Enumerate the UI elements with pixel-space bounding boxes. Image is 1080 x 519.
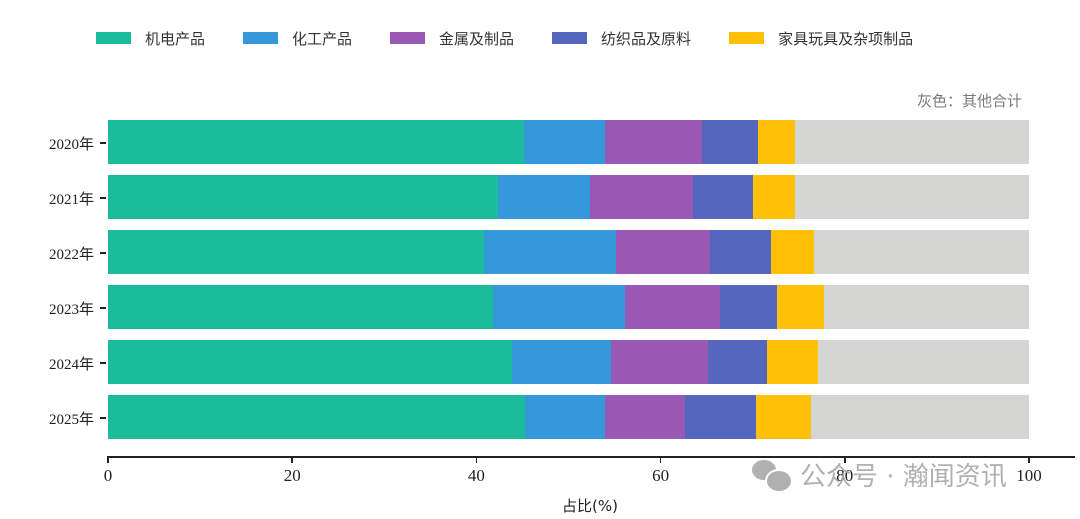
bar-row: [108, 120, 1029, 164]
bar-row: [108, 395, 1029, 439]
bar-segment: [756, 395, 811, 439]
bar-segment: [605, 395, 685, 439]
bar-segment: [605, 120, 703, 164]
legend-label: 化工产品: [292, 29, 353, 48]
legend-item: 金属及制品: [390, 28, 514, 49]
bar-segment: [710, 230, 772, 274]
x-tick-label: 60: [652, 466, 670, 485]
x-tick: [844, 456, 846, 463]
y-tick-label: 2025年: [48, 412, 94, 428]
y-tick-label: 2021年: [48, 192, 94, 208]
legend-swatch: [729, 32, 765, 44]
bar-segment: [684, 395, 757, 439]
bar-segment: [108, 175, 498, 219]
watermark: 公众号 · 瀚闻资讯: [752, 456, 1007, 493]
x-tick: [475, 456, 478, 463]
bar-segment: [823, 285, 1029, 329]
bar-segment: [512, 340, 611, 384]
bar-segment: [810, 395, 1029, 439]
y-tick: [100, 417, 106, 419]
bar-segment: [610, 340, 709, 384]
x-axis-label: 占比(%): [562, 497, 618, 515]
y-tick-label: 2022年: [48, 247, 94, 263]
bar-segment: [814, 230, 1029, 274]
x-axis-line: [107, 456, 1075, 458]
bar-row: [108, 340, 1029, 384]
bar-segment: [483, 230, 617, 274]
bar-segment: [525, 395, 606, 439]
legend-swatch: [390, 32, 426, 44]
bar-segment: [795, 120, 1029, 164]
y-tick: [100, 362, 106, 364]
y-tick-label: 2024年: [48, 357, 94, 373]
x-tick-label: 0: [103, 466, 113, 485]
y-tick-label: 2023年: [48, 302, 94, 318]
x-tick: [659, 456, 662, 463]
y-tick-label: 2020年: [48, 137, 94, 153]
legend-item: 化工产品: [243, 28, 352, 49]
bar-segment: [616, 230, 711, 274]
bar-segment: [624, 285, 721, 329]
bar-segment: [589, 175, 693, 219]
legend-swatch: [243, 32, 279, 44]
legend-label: 家具玩具及杂项制品: [778, 29, 914, 48]
gray-note: 灰色：其他合计: [916, 92, 1022, 110]
legend-swatch: [96, 32, 131, 44]
y-tick: [100, 197, 106, 199]
legend-label: 金属及制品: [439, 29, 515, 48]
x-tick-label: 80: [836, 466, 854, 485]
watermark-text: 公众号 · 瀚闻资讯: [800, 462, 1007, 492]
bar-segment: [108, 230, 484, 274]
x-tick: [291, 456, 293, 463]
legend-label: 纺织品及原料: [601, 29, 692, 48]
bar-segment: [708, 340, 767, 384]
bar-segment: [818, 340, 1029, 384]
bar-row: [108, 285, 1029, 329]
legend-label: 机电产品: [145, 29, 206, 48]
bar-segment: [795, 175, 1029, 219]
x-tick-label: 20: [283, 466, 301, 485]
x-tick-label: 40: [467, 466, 485, 485]
bar-segment: [776, 285, 824, 329]
legend-item: 家具玩具及杂项制品: [729, 28, 913, 49]
legend-item: 纺织品及原料: [552, 28, 691, 49]
bar-segment: [692, 175, 753, 219]
bar-segment: [108, 285, 493, 329]
legend-item: 机电产品: [96, 28, 205, 49]
bar-segment: [524, 120, 606, 164]
bar-segment: [720, 285, 777, 329]
bar-segment: [752, 175, 796, 219]
bar-segment: [108, 120, 525, 164]
plot-area: [108, 120, 1029, 450]
legend-swatch: [552, 32, 588, 44]
bar-segment: [758, 120, 796, 164]
chart-legend: 机电产品 化工产品 金属及制品 纺织品及原料 家具玩具及杂项制品: [96, 26, 951, 50]
bar-segment: [766, 340, 819, 384]
y-tick: [100, 252, 106, 254]
x-tick-label: 100: [1016, 466, 1042, 485]
bar-segment: [771, 230, 815, 274]
bar-segment: [108, 395, 526, 439]
y-tick: [100, 307, 106, 309]
wechat-icon: [752, 458, 793, 493]
bar-row: [108, 230, 1029, 274]
bar-segment: [702, 120, 759, 164]
bar-segment: [108, 340, 513, 384]
y-tick: [100, 142, 106, 144]
bar-segment: [492, 285, 625, 329]
x-tick: [1028, 456, 1030, 463]
bar-segment: [497, 175, 590, 219]
bar-row: [108, 175, 1029, 219]
x-tick: [107, 456, 109, 463]
